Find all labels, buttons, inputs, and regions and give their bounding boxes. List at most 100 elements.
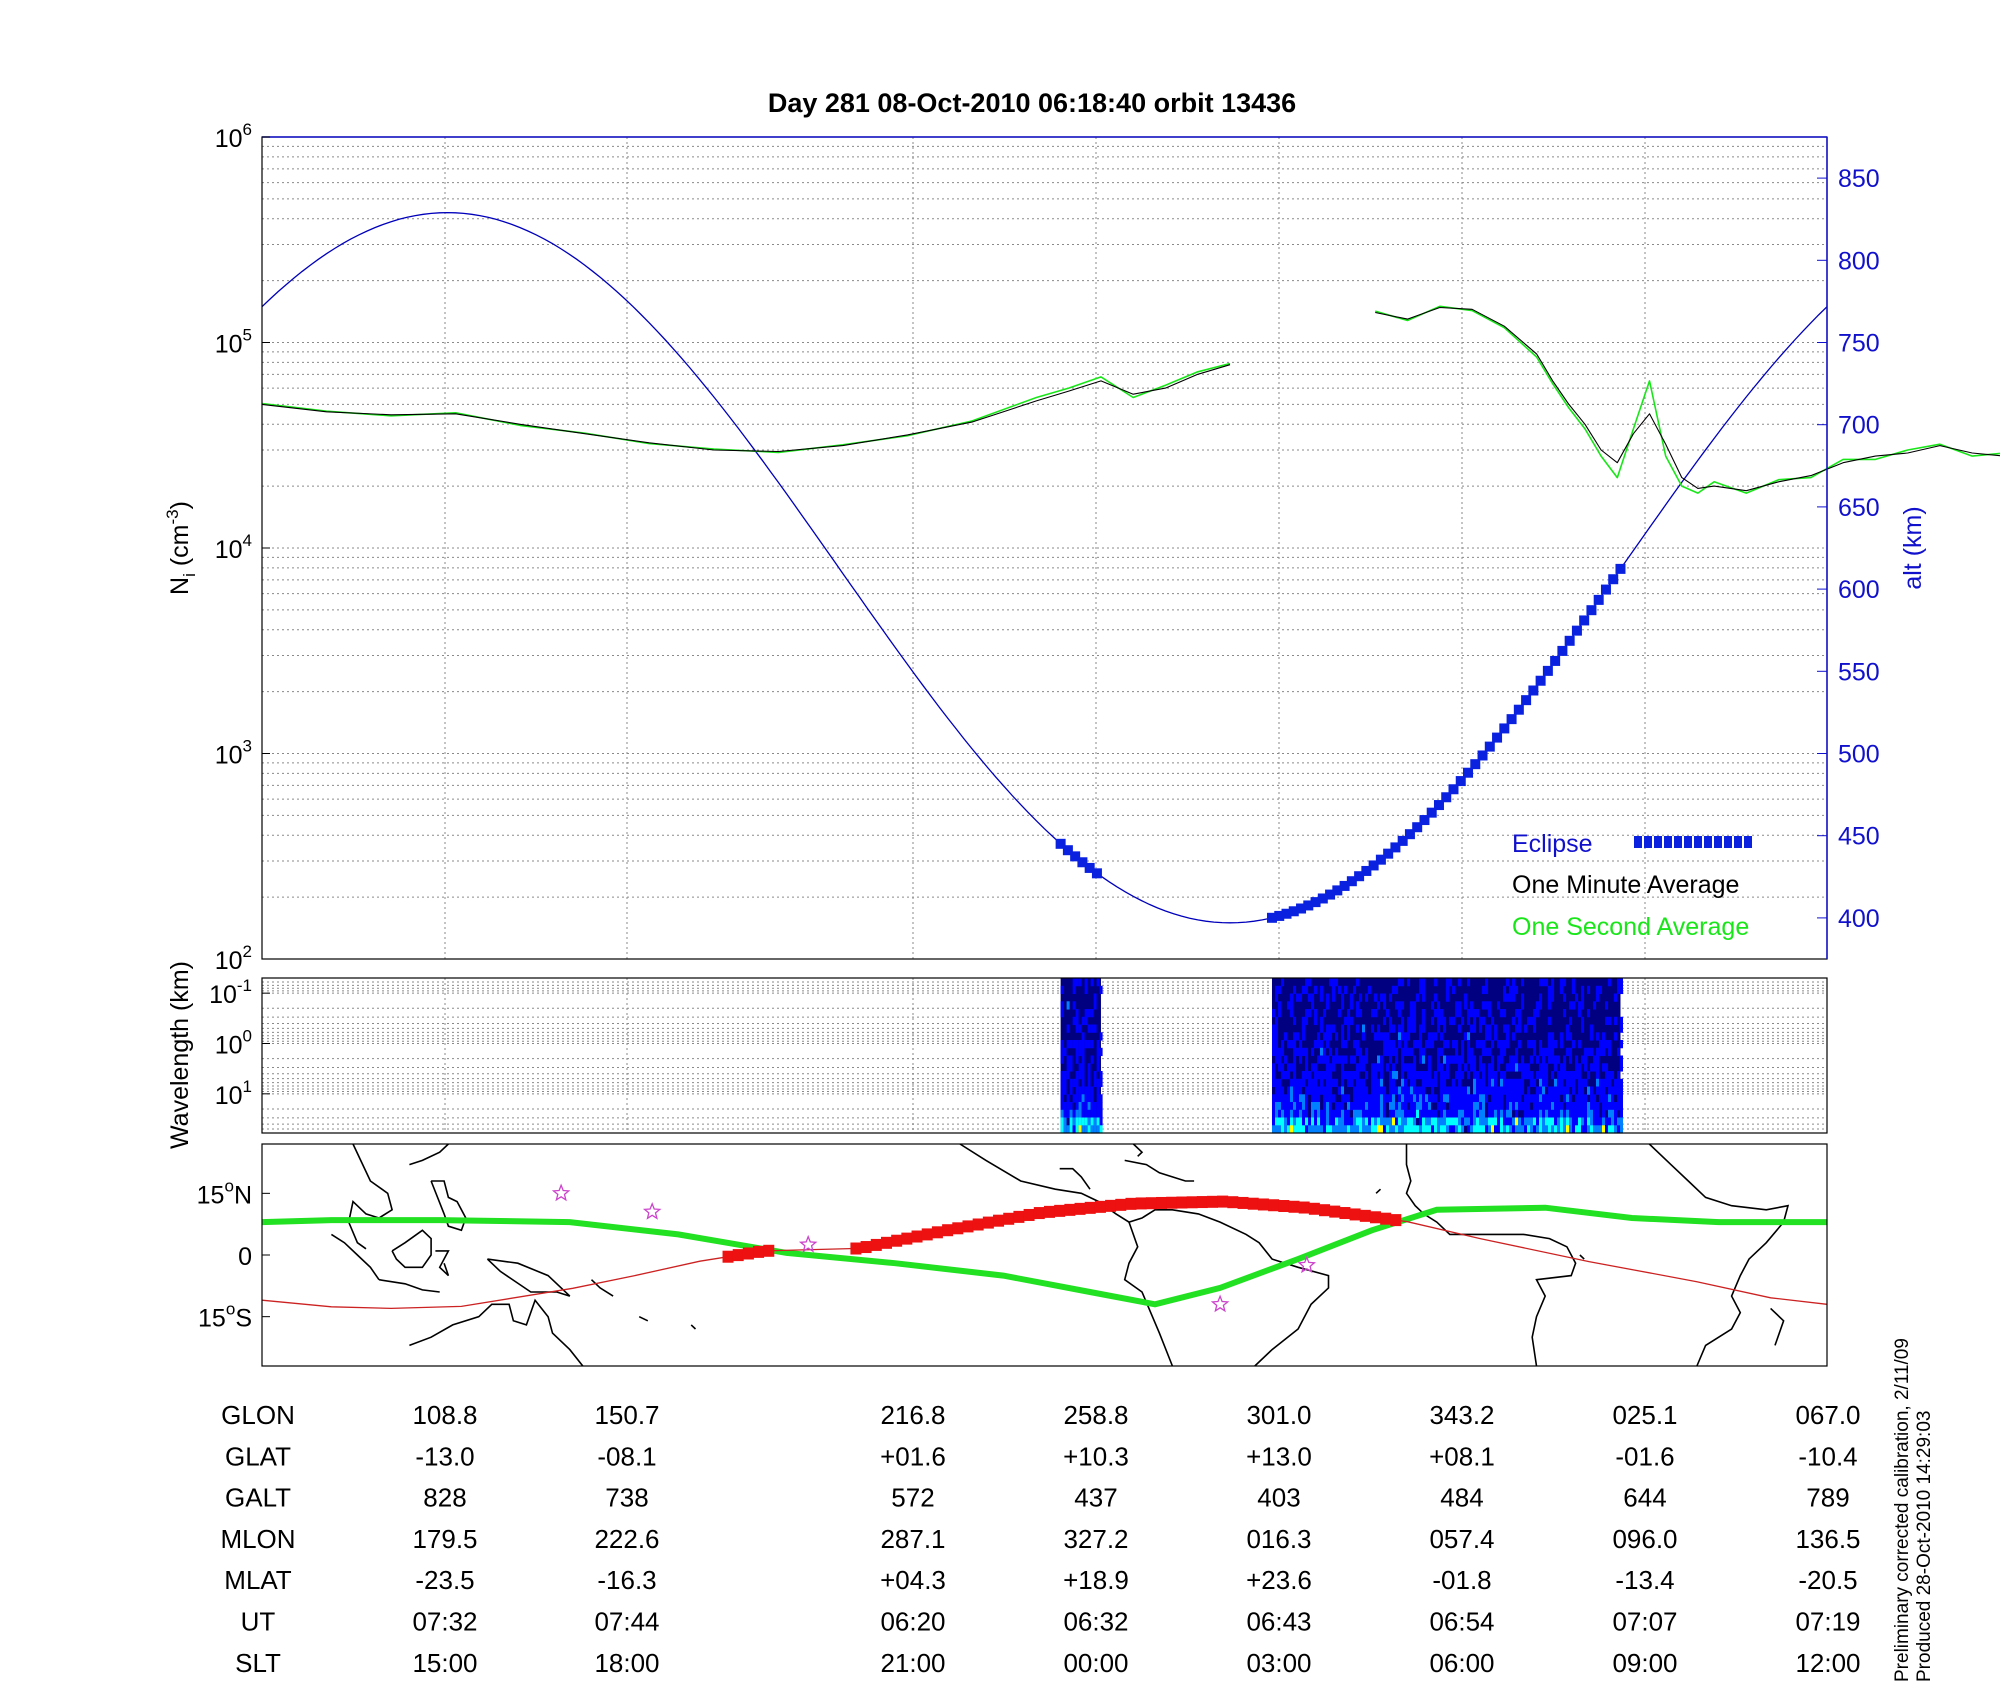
spectrogram-cell	[1281, 1125, 1284, 1134]
spectrogram-cell	[1449, 978, 1452, 987]
spectrogram-cell	[1356, 1094, 1359, 1103]
spectrogram-cell	[1407, 1024, 1410, 1033]
spectrogram-cell	[1527, 1109, 1530, 1119]
spectrogram-cell	[1431, 1125, 1434, 1134]
spectrogram-cell	[1572, 1040, 1575, 1049]
spectrogram-cell	[1081, 1055, 1085, 1064]
spectrogram-cell	[1398, 1102, 1401, 1111]
spectrogram-cell	[1099, 1078, 1103, 1088]
spectrogram-cell	[1311, 993, 1314, 1002]
map-eclipse-marker	[962, 1220, 974, 1233]
eclipse-marker	[1535, 675, 1546, 686]
spectrogram-cell	[1503, 1125, 1506, 1134]
spectrogram-cell	[1542, 1078, 1545, 1088]
spectrogram-cell	[1416, 1071, 1419, 1080]
spectrogram-cell	[1084, 1117, 1088, 1126]
spectrogram-cell	[1449, 1094, 1452, 1103]
spectrogram-cell	[1527, 1063, 1530, 1072]
spectrogram-cell	[1533, 1024, 1536, 1033]
spectrogram-cell	[1344, 1117, 1347, 1126]
spectrogram-cell	[1608, 1071, 1611, 1080]
spectrogram-cell	[1521, 1063, 1524, 1072]
spectrogram-cell	[1395, 1055, 1398, 1064]
spectrogram-cell	[1404, 1109, 1407, 1119]
spectrogram-cell	[1443, 1071, 1446, 1080]
spectrogram-cell	[1620, 1086, 1623, 1095]
spectrogram-cell	[1512, 1063, 1515, 1072]
spectrogram-cell	[1539, 1071, 1542, 1080]
legend-one-second-label: One Second Average	[1512, 913, 1749, 941]
spectrogram-cell	[1551, 1032, 1554, 1041]
map-eclipse-marker	[742, 1247, 754, 1260]
table-cell: -23.5	[415, 1565, 474, 1595]
spectrogram-cell	[1404, 1032, 1407, 1041]
spectrogram-cell	[1557, 1117, 1560, 1126]
spectrogram-cell	[1305, 1055, 1308, 1064]
spectrogram-cell	[1341, 1032, 1344, 1041]
spectrogram-cell	[1323, 1094, 1326, 1103]
spectrogram-cell	[1362, 1024, 1365, 1033]
map-eclipse-marker	[1288, 1200, 1300, 1213]
spectrogram-cell	[1458, 1001, 1461, 1010]
spectrogram-cell	[1329, 1047, 1332, 1057]
table-cell: 03:00	[1246, 1648, 1311, 1678]
spectrogram-cell	[1347, 1117, 1350, 1126]
spectrogram-cell	[1605, 1117, 1608, 1126]
spectrogram-cell	[1084, 1125, 1088, 1134]
spectrogram-cell	[1434, 1009, 1437, 1018]
coastline	[638, 1315, 649, 1322]
spectrogram-cell	[1443, 1078, 1446, 1088]
map-eclipse-marker	[1166, 1196, 1178, 1209]
spectrogram-cell	[1308, 1117, 1311, 1126]
spectrogram-cell	[1593, 1063, 1596, 1072]
spectrogram-cell	[1389, 1071, 1392, 1080]
spectrogram-cell	[1362, 1055, 1365, 1064]
spectrogram-cell	[1401, 1086, 1404, 1095]
spectrogram-cell	[1398, 1125, 1401, 1134]
spectrogram-cell	[1371, 1024, 1374, 1033]
spectrogram-cell	[1521, 1071, 1524, 1080]
wavelength-tick-label-exponent: 1	[243, 1077, 252, 1096]
spectrogram-cell	[1072, 1117, 1076, 1126]
spectrogram-cell	[1078, 978, 1082, 987]
spectrogram-cell	[1326, 1055, 1329, 1064]
spectrogram-cell	[1485, 1125, 1488, 1134]
spectrogram-cell	[1545, 1047, 1548, 1057]
spectrogram-cell	[1287, 1071, 1290, 1080]
spectrogram-cell	[1518, 1125, 1521, 1134]
spectrogram-cell	[1479, 1016, 1482, 1026]
spectrogram-cell	[1407, 1016, 1410, 1026]
spectrogram-cell	[1275, 1094, 1278, 1103]
spectrogram-cell	[1329, 1024, 1332, 1033]
spectrogram-cell	[1521, 1055, 1524, 1064]
latitude-tick-label: 15oS	[198, 1300, 252, 1333]
spectrogram-cell	[1614, 1032, 1617, 1041]
spectrogram-cell	[1494, 1032, 1497, 1041]
spectrogram-cell	[1362, 1109, 1365, 1119]
spectrogram-cell	[1497, 1040, 1500, 1049]
spectrogram-cell	[1452, 1109, 1455, 1119]
spectrogram-cell	[1527, 1071, 1530, 1080]
spectrogram-cell	[1506, 1117, 1509, 1126]
latitude-tick-part: 0	[238, 1243, 252, 1271]
spectrogram-heatmap	[1060, 978, 1623, 1134]
spectrogram-cell	[1314, 1117, 1317, 1126]
spectrogram-cell	[1093, 1078, 1097, 1088]
spectrogram-cell	[1419, 1086, 1422, 1095]
spectrogram-cell	[1605, 1102, 1608, 1111]
spectrogram-cell	[1545, 1063, 1548, 1072]
spectrogram-cell	[1410, 1024, 1413, 1033]
spectrogram-cell	[1060, 1055, 1064, 1064]
one-second-segment	[1374, 305, 2000, 494]
spectrogram-cell	[1383, 1086, 1386, 1095]
spectrogram-cell	[1545, 1109, 1548, 1119]
coastline	[1579, 1254, 1585, 1260]
spectrogram-cell	[1278, 985, 1281, 995]
spectrogram-cell	[1467, 1109, 1470, 1119]
spectrogram-cell	[1332, 978, 1335, 987]
spectrogram-cell	[1087, 1086, 1091, 1095]
spectrogram-cell	[1290, 1009, 1293, 1018]
spectrogram-cell	[1377, 1024, 1380, 1033]
spectrogram-cell	[1518, 1117, 1521, 1126]
spectrogram-cell	[1539, 1040, 1542, 1049]
